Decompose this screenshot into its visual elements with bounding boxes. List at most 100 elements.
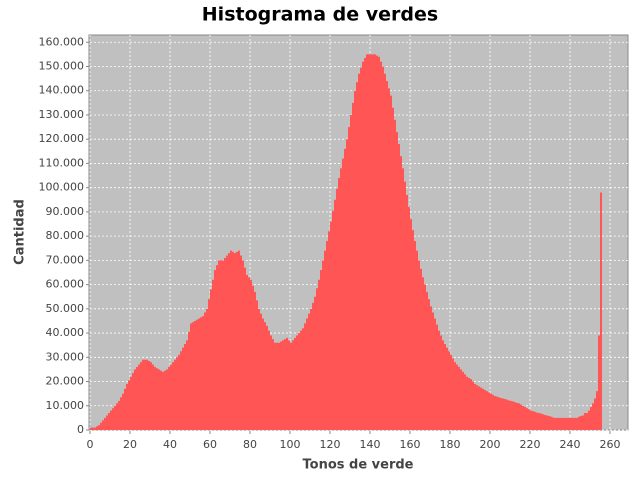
bar [258, 308, 260, 430]
bar [94, 427, 96, 430]
y-axis-label: Cantidad [13, 199, 28, 265]
bar [250, 279, 252, 430]
bar [580, 415, 582, 430]
bar [340, 168, 342, 430]
bar [162, 371, 164, 430]
bar [454, 362, 456, 430]
x-axis-label: Tonos de verde [303, 458, 414, 473]
y-tick-label: 110.000 [39, 156, 85, 169]
bar [168, 366, 170, 430]
bar [332, 210, 334, 430]
bar [506, 399, 508, 430]
bar [504, 398, 506, 430]
bar [476, 385, 478, 430]
bar [432, 312, 434, 430]
bar [552, 417, 554, 430]
bar [170, 364, 172, 430]
bar [96, 426, 98, 430]
bar [218, 260, 220, 430]
bar [276, 342, 278, 430]
bar [514, 402, 516, 430]
bar [152, 364, 154, 430]
x-tick-label: 260 [600, 438, 621, 451]
bar [228, 253, 230, 430]
y-tick-label: 70.000 [46, 253, 85, 266]
bar [482, 388, 484, 430]
bar [186, 340, 188, 430]
bar [138, 364, 140, 430]
bar [594, 398, 596, 430]
bar [568, 417, 570, 430]
bar [424, 284, 426, 430]
bar [302, 328, 304, 430]
bar [240, 255, 242, 430]
bar [198, 318, 200, 430]
bar [488, 392, 490, 430]
bar [308, 313, 310, 430]
bar [404, 181, 406, 430]
bar [192, 322, 194, 430]
bar [202, 316, 204, 430]
bar [556, 417, 558, 430]
bar [480, 387, 482, 430]
bar [468, 377, 470, 430]
bar [380, 61, 382, 431]
bar [412, 230, 414, 430]
bar [382, 66, 384, 431]
bar [336, 188, 338, 430]
bar [438, 330, 440, 430]
bar [92, 427, 94, 430]
bar [474, 383, 476, 430]
y-tick-label: 100.000 [39, 181, 85, 194]
bar [352, 102, 354, 431]
bar [442, 340, 444, 430]
bar [562, 417, 564, 430]
bar [354, 90, 356, 430]
bar [414, 240, 416, 430]
bar [420, 268, 422, 430]
bar [542, 414, 544, 430]
y-tick-label: 90.000 [46, 205, 85, 218]
bar [572, 417, 574, 430]
bar [464, 374, 466, 430]
bar [140, 362, 142, 430]
bar [330, 221, 332, 430]
y-tick-label: 0 [77, 423, 84, 436]
bar [230, 250, 232, 430]
bar [280, 341, 282, 430]
bar [238, 250, 240, 430]
bar [208, 299, 210, 430]
bar [450, 354, 452, 430]
bar [196, 319, 198, 430]
bar [150, 362, 152, 430]
bar [554, 417, 556, 430]
bar [160, 370, 162, 430]
bar [294, 337, 296, 430]
bar [436, 324, 438, 430]
bar [270, 335, 272, 430]
bar [100, 422, 102, 430]
bar [188, 331, 190, 430]
x-tick-label: 120 [320, 438, 341, 451]
bar [538, 413, 540, 430]
bar [518, 403, 520, 430]
bar [390, 95, 392, 430]
bar [532, 411, 534, 430]
bar [388, 88, 390, 431]
bar [318, 279, 320, 430]
bar [528, 409, 530, 430]
bar [102, 420, 104, 430]
bar [296, 335, 298, 430]
bar [210, 289, 212, 430]
bar [560, 417, 562, 430]
bar [236, 251, 238, 430]
bar [322, 260, 324, 430]
bar [284, 339, 286, 430]
bar [172, 362, 174, 430]
bar [372, 54, 374, 430]
bar [448, 351, 450, 430]
bar [566, 417, 568, 430]
bar [108, 413, 110, 430]
x-tick-label: 0 [87, 438, 94, 451]
bar [226, 255, 228, 430]
